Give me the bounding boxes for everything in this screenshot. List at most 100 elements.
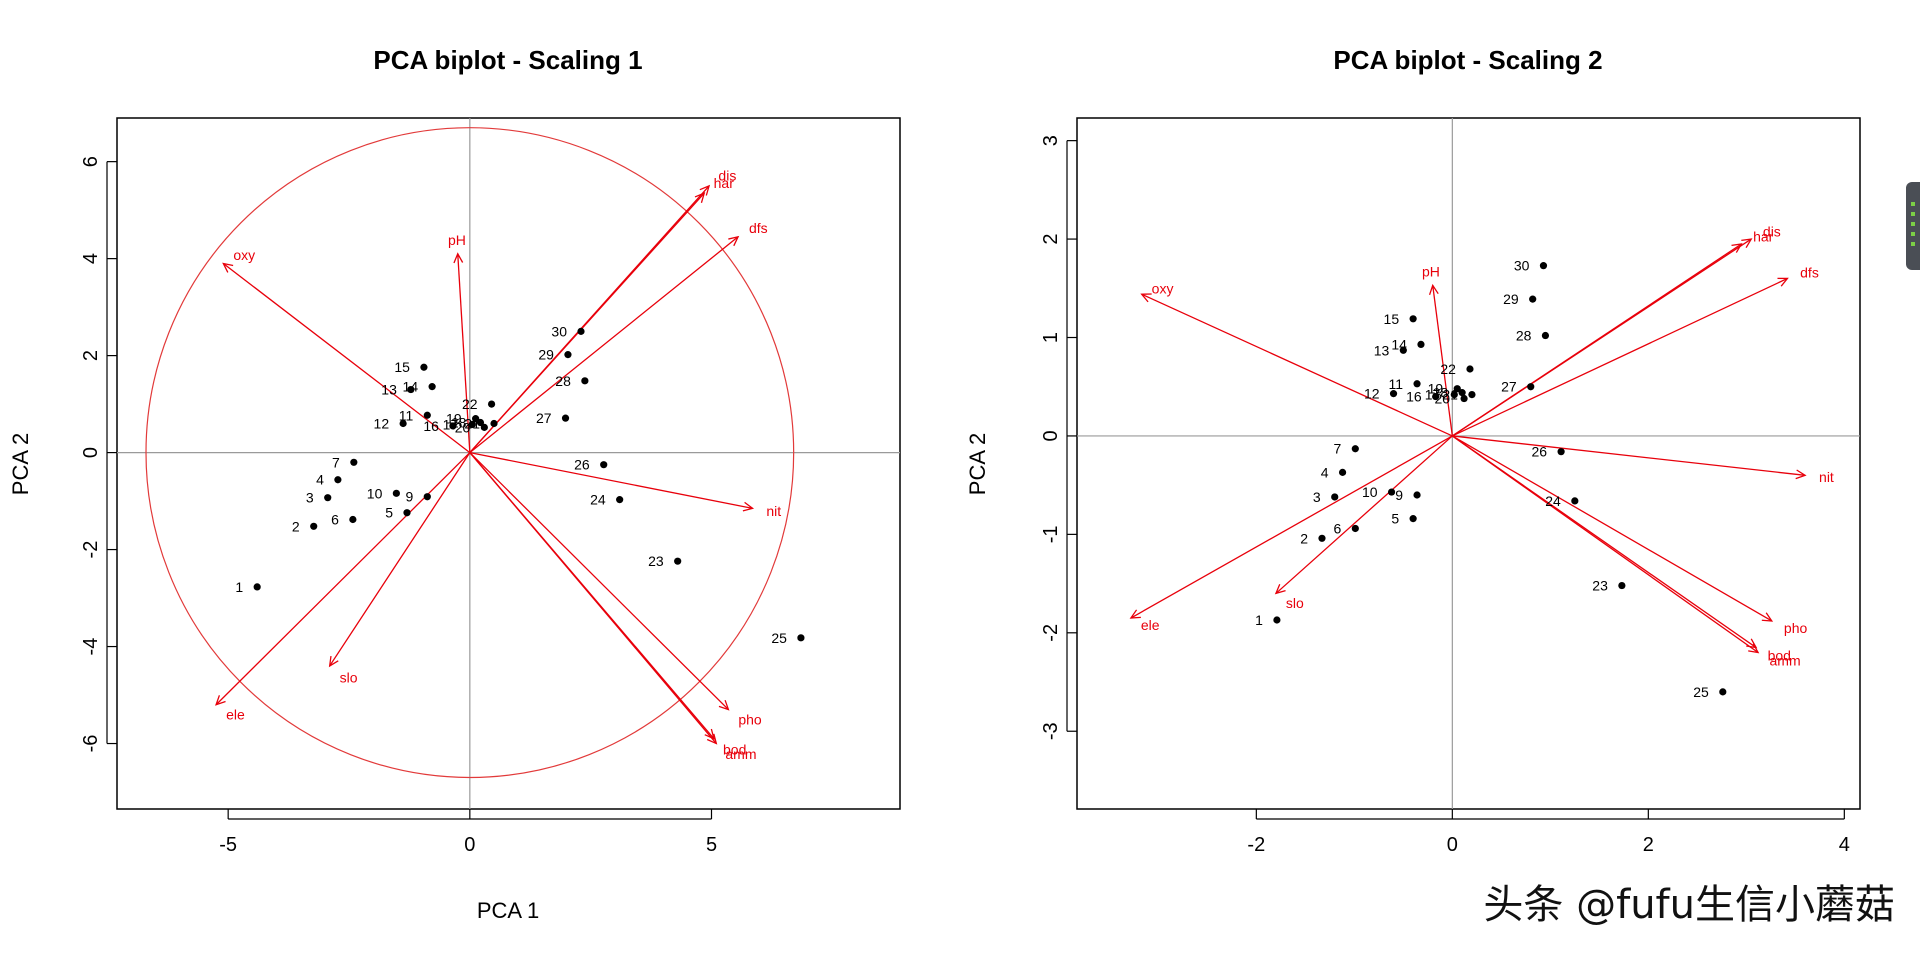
site-point [423, 493, 431, 501]
y-axis: -6 -4 -2 0 2 4 6 [80, 156, 117, 752]
site-point [1351, 445, 1359, 453]
arrow-shaft [1452, 277, 1788, 437]
site-label: 29 [1503, 291, 1519, 307]
site-label: 3 [306, 490, 314, 506]
y-tick-label: -4 [80, 638, 102, 656]
arrow-shaft [469, 452, 729, 711]
site-point [420, 363, 428, 371]
site-point [310, 522, 318, 530]
site-label: 30 [551, 323, 567, 339]
site-point [349, 515, 357, 524]
arrow-head [1761, 612, 1774, 622]
variable-label: dis [718, 167, 736, 183]
arrow-shaft [222, 262, 471, 454]
variable-arrow-nit: nit [469, 451, 781, 519]
site-point [1318, 534, 1326, 542]
site-point [1351, 524, 1359, 533]
arrow-shaft [1141, 293, 1453, 437]
site-point [1387, 488, 1396, 496]
variable-arrow-har: har [469, 175, 734, 454]
site-point [1618, 581, 1626, 590]
site-label: 24 [590, 492, 606, 508]
variable-arrow-amm: amm [1451, 435, 1801, 669]
y-tick-label: 0 [1040, 430, 1062, 441]
site-label: 28 [1516, 328, 1532, 344]
chart-title: PCA biplot - Scaling 1 [373, 45, 642, 75]
site-label: 27 [1501, 379, 1517, 395]
y-tick-label: 4 [80, 253, 102, 264]
arrow-head [1428, 283, 1439, 296]
site-label: 15 [1384, 311, 1400, 327]
site-label: 19 [1428, 381, 1444, 397]
variable-arrow-dis: dis [1451, 223, 1781, 437]
site-point [616, 496, 624, 504]
x-tick-label: 4 [1839, 834, 1850, 856]
variable-label: nit [766, 503, 781, 519]
variable-arrow-slo: slo [1274, 435, 1453, 611]
site-label: 14 [403, 379, 419, 395]
site-label: 3 [1313, 489, 1321, 505]
y-tick-label: 2 [80, 350, 102, 361]
arrow-shaft [215, 452, 471, 706]
site-point [1331, 493, 1339, 501]
site-label: 21 [464, 415, 480, 431]
variable-label: oxy [233, 247, 255, 263]
site-label: 25 [771, 630, 787, 646]
site-label: 13 [381, 382, 397, 398]
site-point [1557, 448, 1565, 456]
variable-label: nit [1819, 469, 1834, 485]
arrow-head [453, 252, 464, 264]
site-point [1466, 365, 1474, 373]
site-label: 23 [1592, 578, 1608, 594]
variable-label: dfs [1800, 264, 1819, 280]
site-point [350, 458, 358, 466]
y-tick-label: 3 [1040, 135, 1062, 146]
arrow-head [699, 184, 711, 196]
site-label: 5 [1391, 511, 1399, 527]
site-point [1413, 380, 1421, 388]
arrow-shaft [1130, 435, 1453, 619]
site-label: 23 [648, 553, 664, 569]
site-point [476, 418, 485, 427]
site-point [468, 420, 476, 429]
site-point [797, 634, 805, 642]
arrow-head [1140, 293, 1152, 303]
x-axis-label: PCA 1 [477, 898, 539, 923]
x-axis: -5 0 5 [219, 809, 717, 856]
site-point [1458, 389, 1466, 397]
x-tick-label: -2 [1247, 834, 1265, 856]
site-point [1399, 346, 1407, 354]
arrow-head [1795, 469, 1807, 480]
y-tick-label: 6 [80, 156, 102, 167]
site-point [487, 400, 496, 408]
arrow-head [1748, 643, 1760, 654]
arrow-head [704, 728, 715, 740]
y-axis-label: PCA 2 [8, 433, 33, 495]
site-point [1527, 383, 1535, 391]
arrow-head [742, 501, 755, 512]
site-point [403, 509, 411, 517]
site-label: 19 [446, 411, 462, 427]
side-panel-handle[interactable] [1906, 182, 1920, 270]
y-tick-label: -1 [1040, 525, 1062, 543]
variable-label: amm [725, 746, 756, 762]
y-tick-label: 0 [80, 447, 102, 458]
y-axis-label: PCA 2 [965, 433, 990, 495]
site-point [253, 583, 261, 591]
x-tick-label: 2 [1643, 834, 1654, 856]
site-label: 20 [1435, 391, 1451, 407]
arrow-head [215, 695, 226, 706]
site-point [324, 494, 332, 502]
site-label: 9 [406, 489, 414, 505]
site-point [1460, 394, 1468, 403]
y-tick-label: -6 [80, 735, 102, 753]
site-point [564, 351, 572, 359]
site-point [1273, 616, 1281, 624]
site-point [392, 489, 400, 497]
y-tick-label: -2 [1040, 624, 1062, 642]
site-label: 2 [292, 518, 300, 534]
site-point [1571, 497, 1579, 505]
site-point [1413, 491, 1421, 499]
site-point [1338, 468, 1347, 476]
